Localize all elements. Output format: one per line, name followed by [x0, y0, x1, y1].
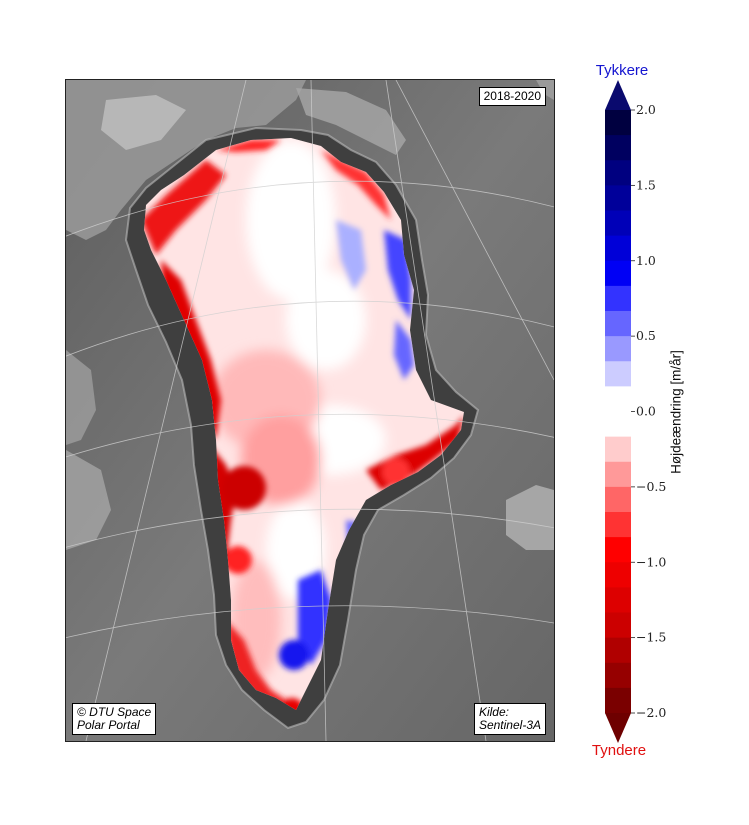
colorbar-segment	[605, 285, 631, 312]
colorbar-segment	[605, 562, 631, 588]
colorbar-tick-label: −1.0	[636, 554, 666, 569]
source-label: Kilde: Sentinel-3A	[473, 703, 546, 735]
colorbar-segment	[605, 160, 631, 186]
source-line-2: Sentinel-3A	[478, 718, 541, 732]
colorbar-tick-label: −2.0	[636, 705, 666, 720]
colorbar-under-arrow	[605, 713, 631, 743]
colorbar-segment	[605, 361, 631, 387]
colorbar-segment	[605, 135, 631, 161]
colorbar-segment	[605, 461, 631, 488]
colorbar-segments	[605, 110, 631, 714]
colorbar-segment	[605, 587, 631, 613]
colorbar-segment	[605, 687, 631, 714]
iceland	[506, 485, 554, 550]
colorbar-segment	[605, 486, 631, 513]
colorbar-segment	[605, 336, 631, 362]
colorbar-segment	[605, 110, 631, 136]
colorbar-top-title: Tykkere	[595, 62, 649, 79]
colorbar-segment	[605, 386, 631, 412]
period-label: 2018-2020	[478, 87, 546, 106]
colorbar-segment	[605, 185, 631, 211]
colorbar-ticks: 2.0 1.5 1.0 0.5 0.0 −0.5 −1.0 −1.5 −2.0	[631, 102, 666, 720]
colorbar-tick-label: 0.0	[636, 404, 656, 419]
north-coast-land	[296, 88, 406, 155]
colorbar-segment	[605, 260, 631, 287]
colorbar-tick-label: 0.5	[636, 328, 656, 343]
colorbar-segment	[605, 612, 631, 639]
colorbar-tick-label: 1.0	[636, 253, 656, 268]
colorbar-tick-label: −0.5	[636, 479, 666, 494]
baffin-island-north	[66, 350, 96, 445]
coast-highlight	[124, 126, 480, 730]
colorbar-segment	[605, 311, 631, 337]
colorbar-tick-label: −1.5	[636, 630, 666, 645]
map-graphic	[66, 80, 554, 741]
colorbar-tick-label: 2.0	[636, 102, 656, 117]
colorbar-tick-label: 1.5	[636, 177, 656, 192]
copyright-label: © DTU Space Polar Portal	[72, 703, 157, 735]
colorbar-bottom-title: Tyndere	[591, 742, 647, 759]
copyright-line-2: Polar Portal	[77, 718, 140, 732]
colorbar-segment	[605, 512, 631, 538]
colorbar-segment	[605, 411, 631, 438]
baffin-island-south	[66, 450, 111, 550]
colorbar-over-arrow	[605, 80, 631, 110]
colorbar-segment	[605, 662, 631, 689]
landmass-highlight	[101, 95, 186, 150]
colorbar-segment	[605, 210, 631, 237]
source-line-1: Kilde:	[478, 705, 509, 719]
copyright-line-1: © DTU Space	[77, 705, 152, 719]
colorbar-segment	[605, 235, 631, 262]
colorbar-segment	[605, 436, 631, 463]
colorbar: 2.0 1.5 1.0 0.5 0.0 −0.5 −1.0 −1.5 −2.0	[605, 80, 666, 743]
greenland-map: 2018-2020 © DTU Space Polar Portal Kilde…	[65, 79, 555, 742]
colorbar-segment	[605, 637, 631, 664]
colorbar-segment	[605, 537, 631, 563]
graticule	[66, 80, 554, 741]
